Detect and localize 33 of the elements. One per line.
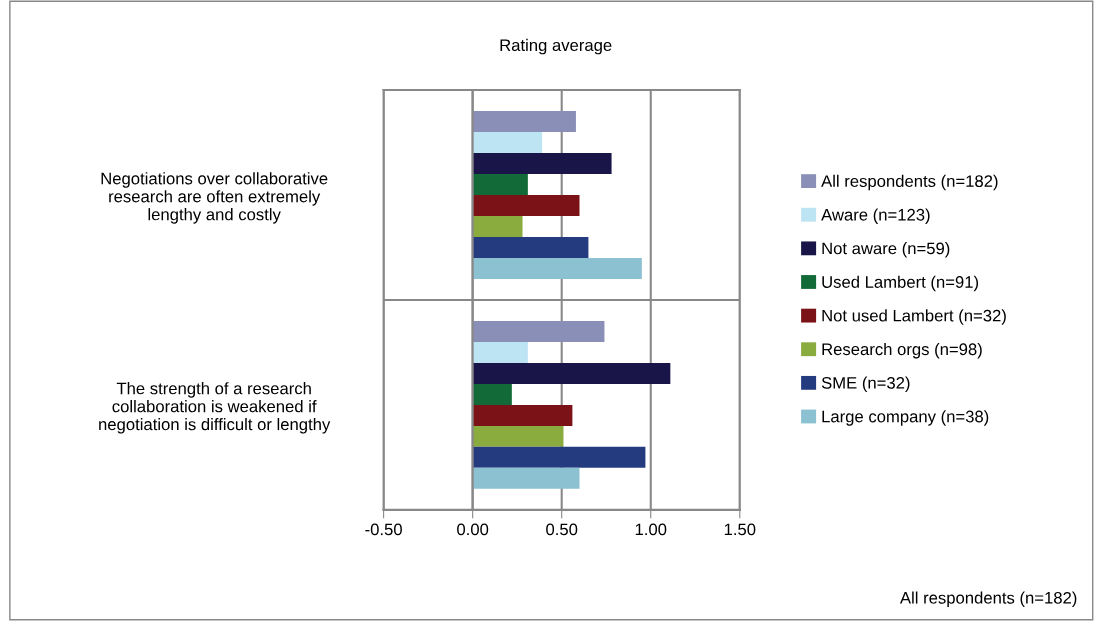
legend-label: Not used Lambert (n=32) [822,309,1006,325]
x-tick-label: 1.50 [724,523,756,536]
bar [472,425,564,447]
bar [472,446,646,468]
legend-label: Not aware (n=59) [822,242,950,258]
legend-label: Aware (n=123) [821,208,930,224]
legend-label: SME (n=32) [821,376,910,393]
text: All respondents (n=182) [899,591,1077,608]
bar [472,132,543,154]
y-tick-label: The strength of a research collaboration is weakened if negotiation is difficult or lengthy [99,382,331,434]
x-tick-label: 1.00 [635,523,667,536]
bar [472,383,512,405]
bar [472,153,612,174]
legend-label: Research orgs (n=98) [822,342,982,359]
x-tick-label: 0.50 [546,523,578,536]
bar [472,362,671,384]
y-tick-label: Negotiations over collaborative research are often extremely lengthy and costly [101,172,328,224]
bar [472,341,528,363]
bar [472,404,573,426]
bar [472,194,580,216]
x-tick-label: 0.00 [457,523,489,536]
chart-title: Rating average [500,38,612,55]
legend-label: All respondents (n=182) [821,174,998,191]
bar [472,467,580,489]
bar [472,111,576,133]
x-tick-label: -0.50 [365,523,402,536]
bar [472,174,528,195]
bar [472,236,589,258]
legend-label: Large company (n=38) [822,410,989,426]
legend-label: Used Lambert (n=91) [822,275,979,292]
bar [472,215,523,237]
bar [472,257,642,279]
bar [472,320,605,342]
